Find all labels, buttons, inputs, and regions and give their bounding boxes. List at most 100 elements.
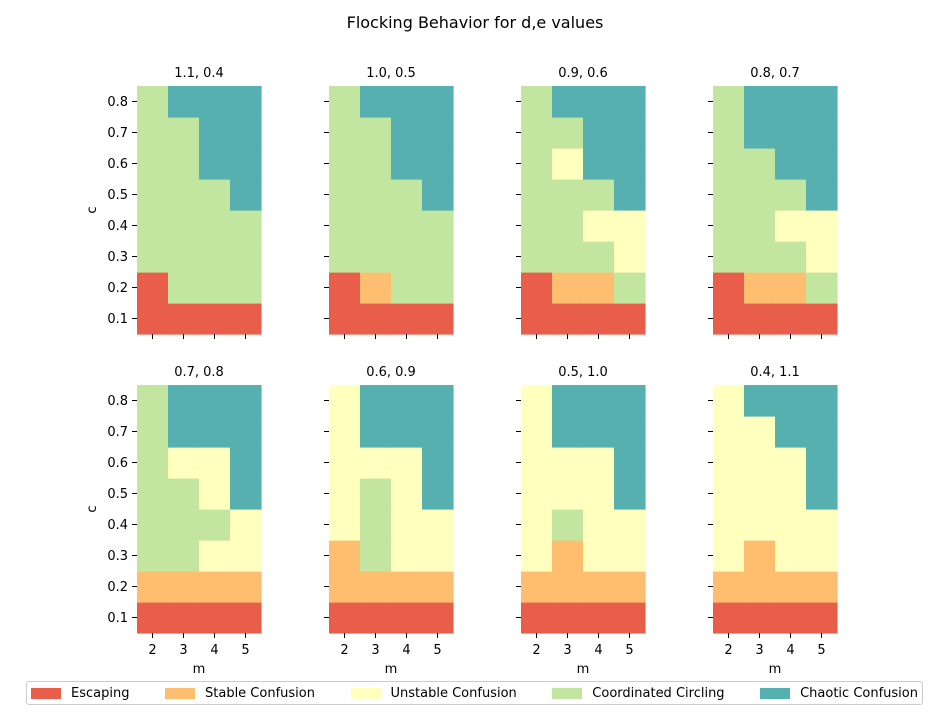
heatmap-cell [775, 385, 807, 417]
subplot-panel: 0.6, 0.9 2 3 4 5 m [324, 365, 454, 677]
heatmap-cell [329, 540, 361, 572]
subplot-title: 1.1, 0.4 [174, 66, 224, 81]
heatmap-cell [744, 117, 776, 149]
heatmap-cell [360, 602, 392, 634]
heatmap-cell [521, 571, 553, 603]
heatmap-cell [744, 148, 776, 180]
heatmap-cell [199, 117, 231, 149]
heatmap-cell [329, 571, 361, 603]
heatmap-cell [391, 148, 423, 180]
heatmap-cell [360, 179, 392, 211]
heatmap-cell [806, 303, 838, 335]
heatmap-cell [422, 416, 454, 448]
subplot-panel: 0.9, 0.6 [516, 66, 646, 339]
heatmap-cell [137, 117, 169, 149]
heatmap-cell [552, 509, 584, 541]
heatmap-cell [329, 416, 361, 448]
heatmap-cell [199, 478, 231, 510]
x-tick-label: 3 [371, 643, 379, 658]
heatmap-cell [329, 447, 361, 479]
heatmap-cell [583, 509, 615, 541]
heatmap-cell [713, 571, 745, 603]
heatmap-cell [775, 148, 807, 180]
x-axis-label: m [193, 662, 206, 677]
legend-item: Coordinated Circling [552, 685, 725, 701]
heatmap-cell [391, 509, 423, 541]
x-tick-label: 4 [210, 643, 218, 658]
heatmap-cell [521, 602, 553, 634]
heatmap-cell [360, 385, 392, 417]
heatmap-cell [744, 272, 776, 304]
heatmap-cell [744, 416, 776, 448]
heatmap-cell [422, 385, 454, 417]
heatmap-cell [199, 602, 231, 634]
heatmap-cell [360, 148, 392, 180]
heatmap-cell [583, 148, 615, 180]
heatmap-cell [552, 117, 584, 149]
heatmap-cell [422, 478, 454, 510]
legend-item: Stable Confusion [165, 686, 315, 701]
heatmap-cell [199, 241, 231, 273]
y-tick-label: 0.8 [107, 95, 128, 110]
heatmap-cell [199, 571, 231, 603]
heatmap-cell [713, 416, 745, 448]
legend-item: Unstable Confusion [350, 686, 517, 701]
heatmap-cell [422, 447, 454, 479]
heatmap-cell [329, 148, 361, 180]
heatmap-cell [583, 272, 615, 304]
heatmap-cell [583, 303, 615, 335]
heatmap-cell [744, 602, 776, 634]
y-tick-label: 0.8 [107, 394, 128, 409]
heatmap-cell [614, 478, 646, 510]
heatmap-cell [713, 447, 745, 479]
heatmap-cell [329, 179, 361, 211]
heatmap-cell [713, 540, 745, 572]
heatmap-cell [552, 571, 584, 603]
heatmap-cell [744, 179, 776, 211]
heatmap-cell [391, 303, 423, 335]
heatmap-cell [168, 148, 200, 180]
x-axis-label: m [769, 662, 782, 677]
y-tick-label: 0.4 [107, 219, 128, 234]
heatmap-cell [230, 148, 262, 180]
heatmap-cell [713, 117, 745, 149]
heatmap-cell [329, 385, 361, 417]
heatmap-cell [168, 571, 200, 603]
subplot-panel: 0.5, 1.0 2 3 4 5 m [516, 365, 646, 677]
heatmap-cell [360, 241, 392, 273]
heatmap-cell [806, 272, 838, 304]
x-tick-label: 5 [625, 643, 633, 658]
subplot-title: 0.7, 0.8 [174, 365, 224, 380]
heatmap-cell [391, 416, 423, 448]
heatmap-cell [614, 540, 646, 572]
heatmap-cell [775, 447, 807, 479]
x-tick-label: 5 [433, 643, 441, 658]
heatmap-cell [168, 117, 200, 149]
heatmap-cell [329, 478, 361, 510]
x-axis-label: m [385, 662, 398, 677]
heatmap-cell [391, 272, 423, 304]
legend-label: Stable Confusion [205, 685, 315, 701]
heatmap-cell [583, 416, 615, 448]
heatmap-cell [614, 509, 646, 541]
heatmap-cell [137, 509, 169, 541]
subplot-title: 0.8, 0.7 [750, 66, 800, 81]
heatmap-cell [329, 602, 361, 634]
x-tick-label: 4 [402, 643, 410, 658]
heatmap-cell [614, 117, 646, 149]
heatmap-cell [168, 447, 200, 479]
heatmap-cell [230, 117, 262, 149]
heatmap-cell [614, 602, 646, 634]
heatmap-cell [329, 303, 361, 335]
heatmap-cell [614, 241, 646, 273]
heatmap-cell [360, 210, 392, 242]
heatmap-cell [521, 385, 553, 417]
heatmap-cell [775, 241, 807, 273]
heatmap-cell [422, 241, 454, 273]
heatmap-cell [552, 179, 584, 211]
heatmap-cell [230, 416, 262, 448]
heatmap-cell [775, 272, 807, 304]
legend-label: Coordinated Circling [592, 685, 725, 701]
heatmap-cell [137, 86, 169, 118]
